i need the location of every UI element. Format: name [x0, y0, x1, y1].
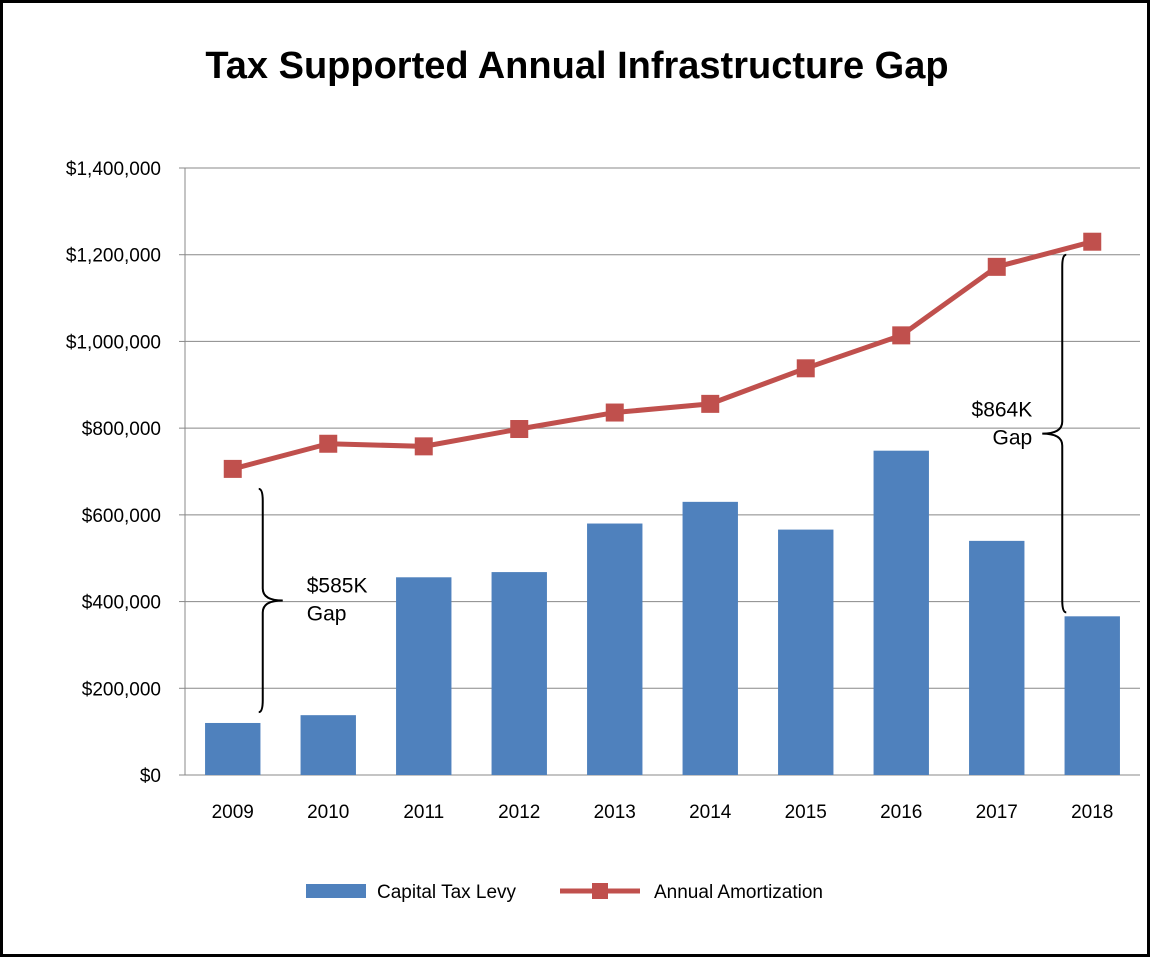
- bar: [873, 450, 929, 775]
- bar: [1064, 616, 1120, 775]
- line-series: [223, 232, 1102, 478]
- y-tick-label: $200,000: [82, 679, 161, 700]
- x-tick-label: 2009: [212, 802, 254, 823]
- line-point: [1083, 232, 1102, 251]
- x-tick-label: 2014: [689, 802, 732, 823]
- x-tick-label: 2017: [976, 802, 1018, 823]
- x-tick-label: 2010: [307, 802, 349, 823]
- bar: [587, 523, 643, 775]
- x-axis: 2009 2010 2011 2012 2013 2014 2015 2016 2017 2018: [212, 802, 1114, 823]
- bar-series: [205, 450, 1120, 775]
- gap-label-value: $864K: [972, 399, 1033, 422]
- bar: [778, 529, 834, 775]
- bar: [969, 540, 1025, 775]
- gap-annotations: $585K Gap $864K Gap: [258, 253, 1067, 714]
- gap-label-text: Gap: [993, 427, 1033, 450]
- gap-brace: [1042, 253, 1067, 614]
- legend-label-annual-amortization: Annual Amortization: [654, 882, 823, 903]
- line-point: [605, 403, 624, 422]
- legend-label-capital-tax-levy: Capital Tax Levy: [377, 882, 517, 903]
- x-tick-label: 2012: [498, 802, 540, 823]
- legend-swatch-capital-tax-levy: [306, 884, 366, 898]
- line-point: [892, 326, 911, 345]
- line-point: [796, 359, 815, 378]
- gap-label-value: $585K: [307, 574, 368, 597]
- gap-brace: [258, 487, 283, 714]
- x-tick-label: 2015: [785, 802, 827, 823]
- line-point: [223, 459, 242, 478]
- x-tick-label: 2016: [880, 802, 922, 823]
- y-tick-label: $1,400,000: [66, 159, 161, 180]
- y-tick-label: $800,000: [82, 419, 161, 440]
- line-point: [701, 394, 720, 413]
- y-axis: $0 $200,000 $400,000 $600,000 $800,000 $1,000…: [66, 159, 186, 787]
- y-tick-label: $0: [140, 766, 161, 787]
- series-line: [232, 239, 1093, 472]
- y-tick-label: $600,000: [82, 506, 161, 527]
- line-point: [987, 257, 1006, 276]
- y-tick-label: $1,200,000: [66, 246, 161, 267]
- bar: [300, 715, 356, 775]
- bar: [205, 722, 261, 775]
- bar: [682, 501, 738, 775]
- legend-marker-annual-amortization: [592, 883, 608, 899]
- bar: [491, 572, 547, 775]
- gap-label-text: Gap: [307, 602, 347, 625]
- x-tick-label: 2013: [594, 802, 636, 823]
- line-point: [319, 434, 338, 453]
- bar: [396, 577, 452, 775]
- line-point: [510, 420, 529, 439]
- x-tick-label: 2018: [1071, 802, 1113, 823]
- x-tick-label: 2011: [403, 802, 444, 823]
- chart-title: Tax Supported Annual Infrastructure Gap: [205, 45, 948, 87]
- legend: Capital Tax Levy Annual Amortization: [306, 882, 823, 903]
- y-tick-label: $400,000: [82, 593, 161, 614]
- line-point: [414, 437, 433, 456]
- y-tick-label: $1,000,000: [66, 332, 161, 353]
